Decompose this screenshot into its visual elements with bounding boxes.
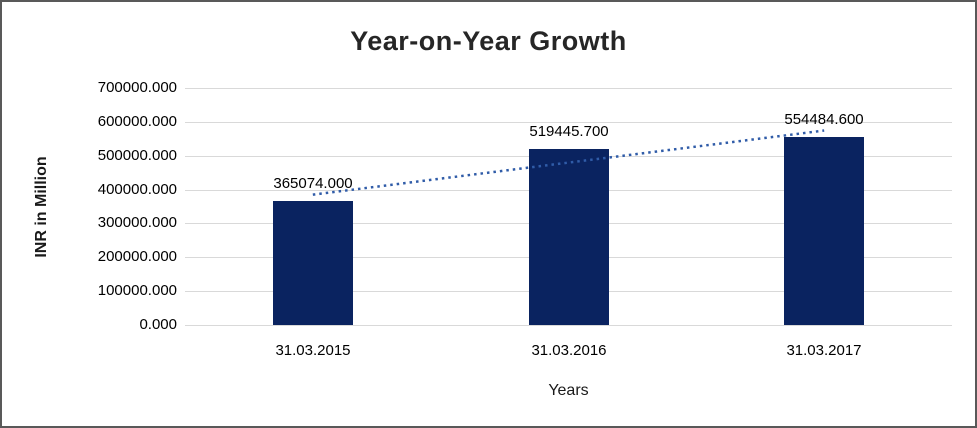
bar-value-label: 554484.600 [784, 111, 864, 128]
y-tick-label: 200000.000 [97, 248, 177, 265]
y-tick-label: 100000.000 [97, 282, 177, 299]
bar-value-label: 365074.000 [273, 175, 353, 192]
x-tick-label: 31.03.2015 [275, 342, 351, 359]
x-tick-label: 31.03.2016 [531, 342, 607, 359]
y-tick-label: 0.000 [139, 316, 177, 333]
gridline [185, 325, 952, 326]
y-tick-label: 300000.000 [97, 214, 177, 231]
gridline [185, 88, 952, 89]
y-tick-label: 700000.000 [97, 79, 177, 96]
bar-value-label: 519445.700 [529, 123, 609, 140]
chart-title: Year-on-Year Growth [350, 26, 627, 56]
y-tick-label: 500000.000 [97, 147, 177, 164]
y-tick-label: 600000.000 [97, 113, 177, 130]
x-tick-label: 31.03.2017 [786, 342, 862, 359]
gridline [185, 122, 952, 123]
bar [529, 149, 609, 325]
bar [273, 201, 353, 325]
bar [784, 137, 864, 325]
x-axis-title: Years [548, 382, 589, 399]
y-tick-label: 400000.000 [97, 181, 177, 198]
